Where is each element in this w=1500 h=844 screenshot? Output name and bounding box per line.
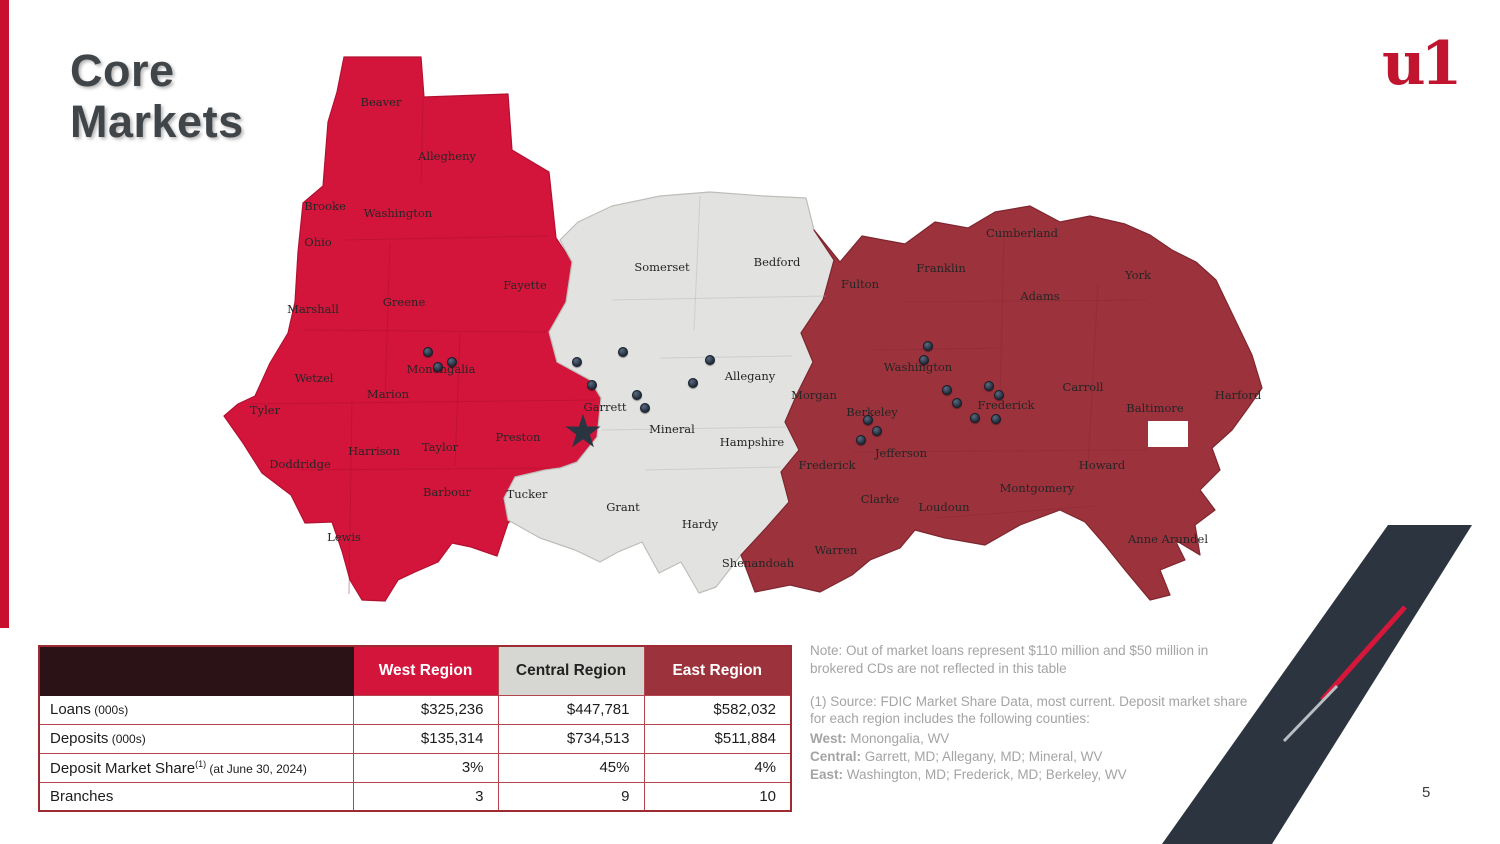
note-region-line: Central: Garrett, MD; Allegany, MD; Mine… (810, 749, 1103, 765)
cell-value: 3 (352, 781, 499, 812)
county-border-line (420, 98, 424, 185)
row-label: Deposit Market Share(1) (at June 30, 202… (38, 752, 354, 783)
row-label: Loans (000s) (38, 694, 354, 725)
county-border-line (853, 449, 1149, 453)
row-label: Deposits (000s) (38, 723, 354, 754)
cell-value: $135,314 (352, 723, 499, 754)
county-border-line (249, 399, 597, 405)
map-water-cutout (1148, 421, 1188, 447)
row-label: Branches (38, 781, 354, 812)
u1-logo: u1 (1382, 29, 1462, 99)
map-region-east (740, 205, 1263, 601)
county-border-line (693, 195, 701, 331)
ribbon-gray-line (1282, 684, 1339, 743)
county-border-line (933, 505, 1097, 519)
county-border-line (999, 231, 1005, 403)
corner-ribbon (1162, 525, 1472, 844)
cell-value: $734,513 (497, 723, 645, 754)
county-border-line (1087, 283, 1099, 467)
note-region-line: East: Washington, MD; Frederick, MD; Ber… (810, 766, 1127, 782)
page-number: 5 (1422, 784, 1431, 801)
table-row-branches: Branches 3 9 10 (38, 781, 792, 812)
cell-value: 9 (497, 781, 645, 812)
left-accent-bar (0, 0, 9, 628)
county-border-line (454, 332, 461, 467)
note-region-line: West: Monongalia, WV (810, 731, 950, 747)
column-header-west-region: West Region (352, 645, 499, 696)
county-border-line (601, 426, 787, 431)
county-border-line (344, 235, 549, 241)
cell-value: $582,032 (643, 694, 792, 725)
table-row-deposits: Deposits (000s) $135,314 $734,513 $511,884 (38, 723, 792, 754)
table-row-loans: Loans (000s) $325,236 $447,781 $582,032 (38, 694, 792, 725)
map-svg (223, 56, 1263, 602)
page-title-line2: Markets (70, 95, 244, 147)
column-header-east-region: East Region (643, 645, 792, 696)
cell-value: $447,781 (497, 694, 645, 725)
county-border-line (299, 467, 552, 471)
county-border-line (384, 242, 391, 398)
summary-table: West Region Central Region East Region Loa… (38, 645, 792, 812)
cell-value: 4% (643, 752, 792, 783)
cell-value: 45% (497, 752, 645, 783)
cell-value: $325,236 (352, 694, 499, 725)
notes-region-lines: West: Monongalia, WV Central: Garrett, MD… (810, 730, 1258, 783)
column-header-central-region: Central Region (497, 645, 645, 696)
county-border-line (901, 299, 1147, 303)
cell-value: 10 (643, 781, 792, 812)
page-title: Core Markets (70, 45, 244, 148)
table-body: Loans (000s) $325,236 $447,781 $582,032 Depo… (38, 694, 792, 812)
ribbon-red-line (1320, 605, 1407, 702)
county-border-line (348, 401, 353, 595)
page-title-line1: Core (70, 45, 175, 96)
county-border-line (302, 329, 548, 333)
note-source: (1) Source: FDIC Market Share Data, most… (810, 693, 1248, 727)
cell-value: $511,884 (643, 723, 792, 754)
ribbon-band (1162, 525, 1472, 844)
county-border-line (659, 355, 793, 359)
table-corner-cell (38, 645, 354, 696)
note-out-of-market: Note: Out of market loans represent $110… (810, 643, 1209, 676)
table-header-row: West Region Central Region East Region (38, 645, 792, 696)
county-border-line (611, 295, 827, 301)
notes-block: Note: Out of market loans represent $110… (810, 642, 1258, 784)
county-border-line (644, 466, 782, 471)
county-border-line (871, 347, 1001, 351)
cell-value: 3% (352, 752, 499, 783)
table-row-deposit-market-share: Deposit Market Share(1) (at June 30, 202… (38, 752, 792, 783)
